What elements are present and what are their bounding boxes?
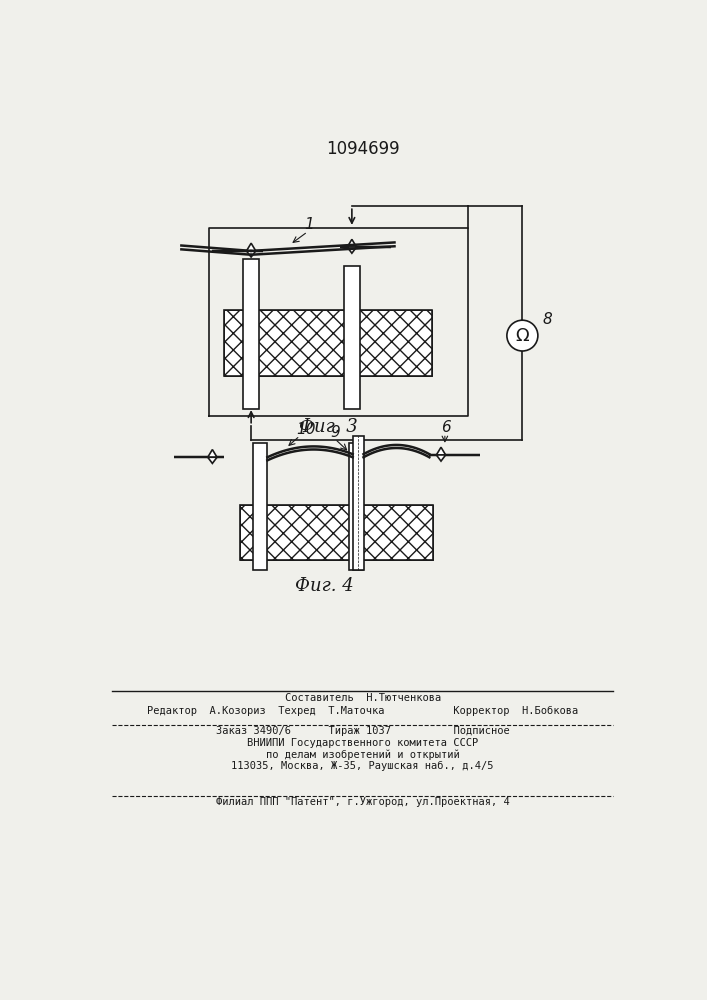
Polygon shape [208, 457, 217, 463]
Circle shape [507, 320, 538, 351]
Polygon shape [347, 247, 356, 253]
Bar [349, 443, 363, 570]
Polygon shape [208, 450, 217, 457]
Polygon shape [247, 251, 256, 257]
Text: Составитель  Н.Тютченкова: Составитель Н.Тютченкова [285, 693, 441, 703]
Bar [344, 266, 360, 409]
Bar [243, 259, 259, 409]
Text: 9: 9 [330, 425, 340, 440]
Bar [253, 443, 267, 570]
Text: ВНИИПИ Государственного комитета СССР: ВНИИПИ Государственного комитета СССР [247, 738, 479, 748]
Text: 113035, Москва, Ж-35, Раушская наб., д.4/5: 113035, Москва, Ж-35, Раушская наб., д.4… [231, 761, 494, 771]
Text: 8: 8 [542, 312, 552, 327]
Text: 1: 1 [305, 217, 314, 232]
Polygon shape [347, 239, 356, 247]
Text: Фиг. 4: Фиг. 4 [296, 577, 354, 595]
Polygon shape [436, 455, 445, 461]
Bar [240, 505, 433, 560]
Polygon shape [436, 447, 445, 455]
Text: 1094699: 1094699 [326, 140, 399, 158]
Bar [224, 310, 432, 376]
Bar [240, 505, 433, 560]
Text: по делам изобретений и открытий: по делам изобретений и открытий [266, 749, 460, 760]
Bar [224, 310, 432, 376]
Text: 6: 6 [441, 420, 451, 435]
Text: Филиал ППП "Патент", г.Ужгород, ул.Проектная, 4: Филиал ППП "Патент", г.Ужгород, ул.Проек… [216, 797, 510, 807]
Text: Редактор  А.Козориз  Техред  Т.Маточка           Корректор  Н.Бобкова: Редактор А.Козориз Техред Т.Маточка Корр… [147, 706, 578, 716]
Text: Ω: Ω [515, 327, 529, 345]
Text: 10: 10 [296, 422, 315, 437]
Text: Фиг. 3: Фиг. 3 [299, 418, 358, 436]
Bar [353, 436, 363, 570]
Polygon shape [247, 243, 256, 251]
Text: Заказ 3490/6      Тираж 1037          Подписное: Заказ 3490/6 Тираж 1037 Подписное [216, 726, 510, 736]
